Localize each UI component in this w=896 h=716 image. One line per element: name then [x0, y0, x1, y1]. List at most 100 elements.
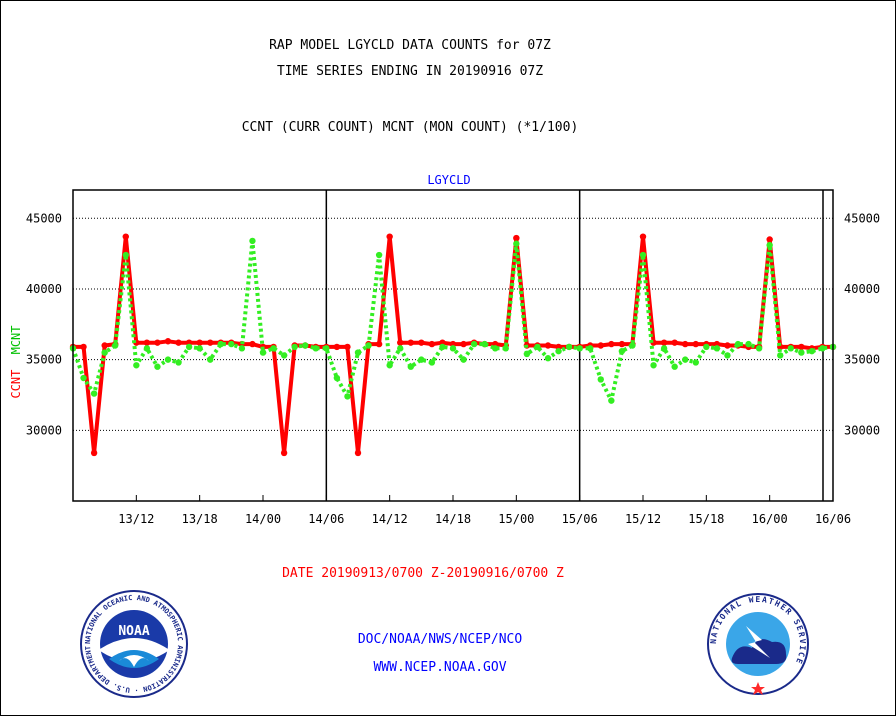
y-tick-label-right: 40000: [844, 282, 880, 296]
data-point-ccnt: [608, 340, 615, 348]
data-point-mcnt: [259, 349, 267, 356]
data-point-mcnt: [418, 356, 425, 363]
data-point-mcnt: [228, 340, 235, 348]
data-point-mcnt: [112, 342, 119, 349]
data-point-mcnt: [101, 349, 108, 356]
data-point-mcnt: [618, 347, 626, 355]
data-point-ccnt: [418, 339, 425, 346]
data-point-mcnt: [766, 241, 773, 249]
data-point-mcnt: [270, 345, 277, 352]
data-point-mcnt: [439, 343, 446, 351]
data-point-mcnt: [819, 345, 826, 352]
data-point-mcnt: [122, 251, 129, 259]
data-point-mcnt: [492, 345, 499, 352]
noaa-logo: NATIONAL OCEANIC AND ATMOSPHERIC ADMINIS…: [79, 589, 188, 698]
data-point-ccnt: [682, 340, 689, 348]
data-point-ccnt: [122, 233, 129, 240]
data-point-mcnt: [217, 340, 224, 348]
data-point-mcnt: [502, 345, 509, 352]
data-point-mcnt: [449, 345, 457, 352]
data-point-mcnt: [544, 355, 552, 362]
x-tick-label: 16/00: [752, 512, 788, 526]
x-tick-label: 16/06: [815, 512, 851, 526]
data-point-mcnt: [333, 374, 341, 382]
data-point-mcnt: [808, 347, 816, 355]
data-point-ccnt: [143, 339, 151, 346]
x-tick-label: 14/18: [435, 512, 471, 526]
data-point-mcnt: [576, 345, 583, 352]
doc-link[interactable]: DOC/NOAA/NWS/NCEP/NCO: [357, 632, 523, 647]
panel-title: LGYCLD: [427, 173, 470, 187]
data-point-mcnt: [80, 374, 87, 382]
data-point-mcnt: [523, 350, 531, 358]
data-point-ccnt: [80, 343, 87, 351]
x-tick-label: 15/06: [562, 512, 598, 526]
data-point-mcnt: [249, 237, 256, 245]
data-point-ccnt: [597, 342, 604, 349]
data-point-mcnt: [470, 340, 478, 348]
data-point-ccnt: [280, 449, 288, 457]
data-point-mcnt: [238, 345, 246, 352]
data-point-mcnt: [703, 343, 710, 351]
chart-subtitle-time: TIME SERIES ENDING IN 20190916 07Z: [276, 64, 544, 79]
data-point-mcnt: [133, 362, 140, 369]
data-point-ccnt: [397, 339, 404, 346]
y-tick-label-left: 40000: [26, 282, 62, 296]
data-point-ccnt: [386, 233, 393, 240]
data-point-ccnt: [513, 234, 520, 242]
data-point-ccnt: [90, 449, 98, 457]
chart-title: RAP MODEL LGYCLD DATA COUNTS for 07Z: [269, 38, 551, 53]
data-point-ccnt: [249, 340, 256, 348]
data-point-ccnt: [798, 343, 805, 351]
data-point-mcnt: [481, 340, 488, 348]
x-tick-label: 14/00: [245, 512, 281, 526]
data-point-mcnt: [650, 362, 657, 369]
x-tick-label: 15/00: [498, 512, 534, 526]
noaa-logo-text: NOAA: [118, 624, 149, 639]
data-point-mcnt: [185, 343, 193, 351]
x-tick-label: 15/12: [625, 512, 661, 526]
data-point-mcnt: [397, 345, 404, 352]
data-point-mcnt: [291, 343, 298, 351]
website-link[interactable]: WWW.NCEP.NOAA.GOV: [373, 660, 507, 675]
x-tick-label: 13/12: [118, 512, 154, 526]
data-point-ccnt: [344, 343, 351, 351]
data-point-mcnt: [175, 359, 182, 366]
data-point-mcnt: [724, 352, 731, 359]
data-point-mcnt: [692, 359, 699, 366]
data-point-mcnt: [660, 345, 668, 352]
date-range: DATE 20190913/0700 Z-20190916/0700 Z: [282, 566, 564, 581]
data-point-ccnt: [724, 342, 731, 349]
data-point-mcnt: [745, 340, 752, 348]
y-tick-label-left: 45000: [26, 211, 62, 225]
data-point-mcnt: [407, 363, 414, 370]
data-point-ccnt: [407, 339, 414, 346]
data-point-mcnt: [639, 251, 647, 259]
data-point-mcnt: [365, 342, 372, 349]
grid-layer: [73, 190, 833, 501]
data-point-ccnt: [639, 233, 647, 240]
data-point-ccnt: [375, 340, 383, 348]
data-point-mcnt: [164, 356, 172, 363]
data-point-mcnt: [154, 363, 161, 370]
data-point-ccnt: [164, 338, 172, 345]
data-point-ccnt: [354, 449, 362, 457]
data-point-mcnt: [587, 345, 594, 352]
data-point-mcnt: [787, 345, 794, 352]
data-point-mcnt: [555, 347, 562, 355]
data-point-mcnt: [344, 393, 351, 400]
data-point-ccnt: [101, 342, 108, 349]
data-point-mcnt: [90, 390, 98, 397]
data-point-ccnt: [207, 339, 214, 346]
y-tick-label-left: 30000: [26, 423, 62, 437]
x-tick-label: 13/18: [182, 512, 218, 526]
series-description: CCNT (CURR COUNT) MCNT (MON COUNT) (*1/1…: [241, 120, 579, 135]
data-point-mcnt: [302, 342, 309, 349]
y-axis-label: CCNT MCNT: [9, 325, 23, 398]
data-point-mcnt: [597, 376, 604, 383]
axis-layer: 30000 30000 35000 35000 40000 40000 45000 45000…: [26, 189, 880, 526]
data-point-mcnt: [565, 343, 573, 351]
data-point-mcnt: [534, 343, 541, 351]
x-tick-label: 14/06: [308, 512, 344, 526]
data-point-mcnt: [513, 240, 520, 247]
